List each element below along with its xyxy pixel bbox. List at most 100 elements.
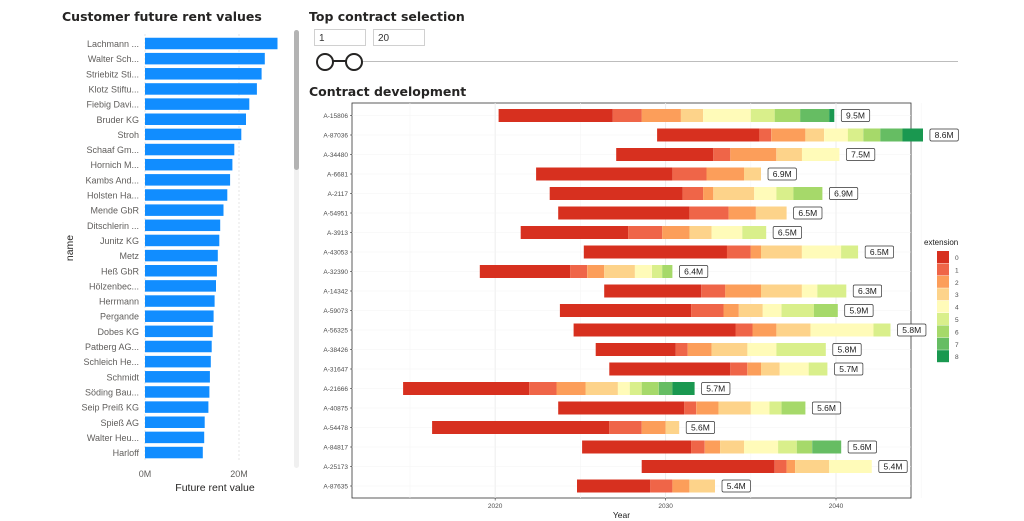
customer-bar bbox=[145, 219, 221, 232]
legend-label: 5 bbox=[955, 317, 959, 324]
customer-name-label: Striebitz Sti... bbox=[86, 69, 139, 79]
range-slider-min-handle[interactable] bbox=[316, 53, 334, 71]
contract-segment bbox=[691, 304, 724, 317]
contract-segment bbox=[776, 148, 802, 161]
contract-segment bbox=[609, 362, 731, 376]
customer-name-label: Schleich He... bbox=[83, 357, 139, 367]
contract-segment bbox=[558, 206, 690, 220]
contract-value-label: 9.5M bbox=[846, 111, 865, 121]
selection-title: Top contract selection bbox=[309, 9, 465, 24]
customer-bar bbox=[145, 310, 214, 322]
contract-segment bbox=[776, 323, 811, 337]
dev-x-tick-label: 2030 bbox=[658, 503, 673, 510]
customer-name-label: Spieß AG bbox=[100, 418, 139, 428]
dev-plot-panel bbox=[351, 102, 912, 499]
contract-value-label: 6.9M bbox=[834, 189, 853, 199]
contract-segment bbox=[812, 440, 842, 454]
contract-segment bbox=[774, 109, 801, 122]
customer-bar bbox=[145, 249, 218, 262]
contract-segment bbox=[863, 128, 881, 142]
left-scrollbar-thumb[interactable] bbox=[294, 30, 299, 170]
customer-bar bbox=[145, 174, 231, 186]
contract-segment bbox=[761, 284, 802, 298]
contract-segment bbox=[730, 148, 777, 161]
customer-bar bbox=[145, 83, 257, 95]
contract-segment bbox=[774, 460, 787, 473]
customer-bar bbox=[145, 204, 224, 216]
contract-id-label: A-87635 bbox=[323, 484, 348, 491]
customer-name-label: Holsten Ha... bbox=[87, 191, 139, 201]
customer-name-label: Hornich M... bbox=[90, 160, 139, 170]
contract-segment bbox=[629, 382, 642, 395]
contract-segment bbox=[529, 382, 557, 395]
contract-value-label: 5.8M bbox=[838, 345, 857, 355]
customer-bar bbox=[145, 37, 278, 50]
legend-label: 6 bbox=[955, 329, 959, 336]
left-scrollbar-track[interactable] bbox=[294, 30, 299, 468]
left-x-tick-label: 0M bbox=[139, 469, 152, 479]
contract-segment bbox=[841, 245, 859, 259]
legend-label: 2 bbox=[955, 280, 959, 287]
contract-id-label: A-38426 bbox=[323, 347, 348, 354]
contract-id-label: A-21666 bbox=[323, 386, 348, 393]
customer-bar bbox=[145, 416, 205, 428]
customer-name-label: Stroh bbox=[117, 130, 139, 140]
customer-name-label: Lachmann ... bbox=[87, 39, 139, 49]
contract-segment bbox=[604, 265, 635, 278]
legend-label: 8 bbox=[955, 354, 959, 361]
contract-segment bbox=[738, 304, 763, 317]
range-min-input[interactable]: 1 bbox=[314, 29, 366, 46]
contract-value-box bbox=[793, 206, 823, 220]
left-x-tick-label: 20M bbox=[230, 469, 248, 479]
contract-segment bbox=[795, 460, 830, 473]
contract-segment bbox=[769, 401, 782, 415]
contract-segment bbox=[776, 187, 794, 200]
contract-segment bbox=[713, 187, 755, 200]
contract-id-label: A-14342 bbox=[323, 289, 348, 296]
customer-bar bbox=[145, 68, 262, 80]
customer-name-label: Walter Heu... bbox=[87, 433, 139, 443]
contract-segment bbox=[796, 440, 813, 454]
contract-value-label: 6.5M bbox=[778, 228, 797, 238]
dev-x-tick-label: 2040 bbox=[829, 503, 844, 510]
customer-name-label: Patberg AG... bbox=[85, 342, 139, 352]
customer-bar bbox=[145, 295, 215, 307]
contract-segment bbox=[657, 128, 760, 142]
range-slider-track[interactable] bbox=[322, 61, 958, 62]
customer-bar bbox=[145, 325, 213, 338]
range-slider-max-handle[interactable] bbox=[345, 53, 363, 71]
contract-segment bbox=[558, 401, 685, 415]
customer-name-label: Herrmann bbox=[99, 297, 139, 307]
customer-bar bbox=[145, 446, 203, 459]
contract-segment bbox=[559, 304, 692, 317]
legend-label: 7 bbox=[955, 342, 959, 349]
customer-bar bbox=[145, 355, 211, 368]
contract-id-label: A-6681 bbox=[327, 172, 348, 179]
contract-segment bbox=[595, 343, 676, 356]
customer-bar bbox=[145, 143, 235, 156]
contract-value-box bbox=[834, 362, 864, 376]
customer-bar bbox=[145, 113, 246, 125]
contract-segment bbox=[761, 245, 802, 259]
contract-segment bbox=[652, 265, 663, 278]
contract-segment bbox=[570, 265, 588, 278]
contract-segment bbox=[726, 245, 751, 259]
contract-segment bbox=[536, 167, 673, 181]
customer-bar bbox=[145, 189, 228, 201]
left-x-axis-title: Future rent value bbox=[175, 482, 255, 494]
contract-value-box bbox=[811, 401, 842, 415]
range-max-input[interactable]: 20 bbox=[373, 29, 425, 46]
contract-segment bbox=[549, 187, 683, 200]
contract-id-label: A-31647 bbox=[323, 367, 348, 374]
contract-id-label: A-32390 bbox=[323, 269, 348, 276]
contract-segment bbox=[577, 479, 651, 493]
customer-name-label: Schaaf Gm... bbox=[86, 145, 139, 155]
customer-name-label: Fiebig Davi... bbox=[86, 100, 139, 110]
customer-name-label: Walter Sch... bbox=[88, 54, 139, 64]
contract-value-box bbox=[844, 304, 874, 317]
contract-segment bbox=[583, 245, 727, 259]
left-chart-title: Customer future rent values bbox=[62, 9, 262, 24]
contract-value-label: 5.7M bbox=[706, 384, 725, 394]
contract-segment bbox=[781, 304, 814, 317]
legend-swatch bbox=[937, 337, 949, 350]
